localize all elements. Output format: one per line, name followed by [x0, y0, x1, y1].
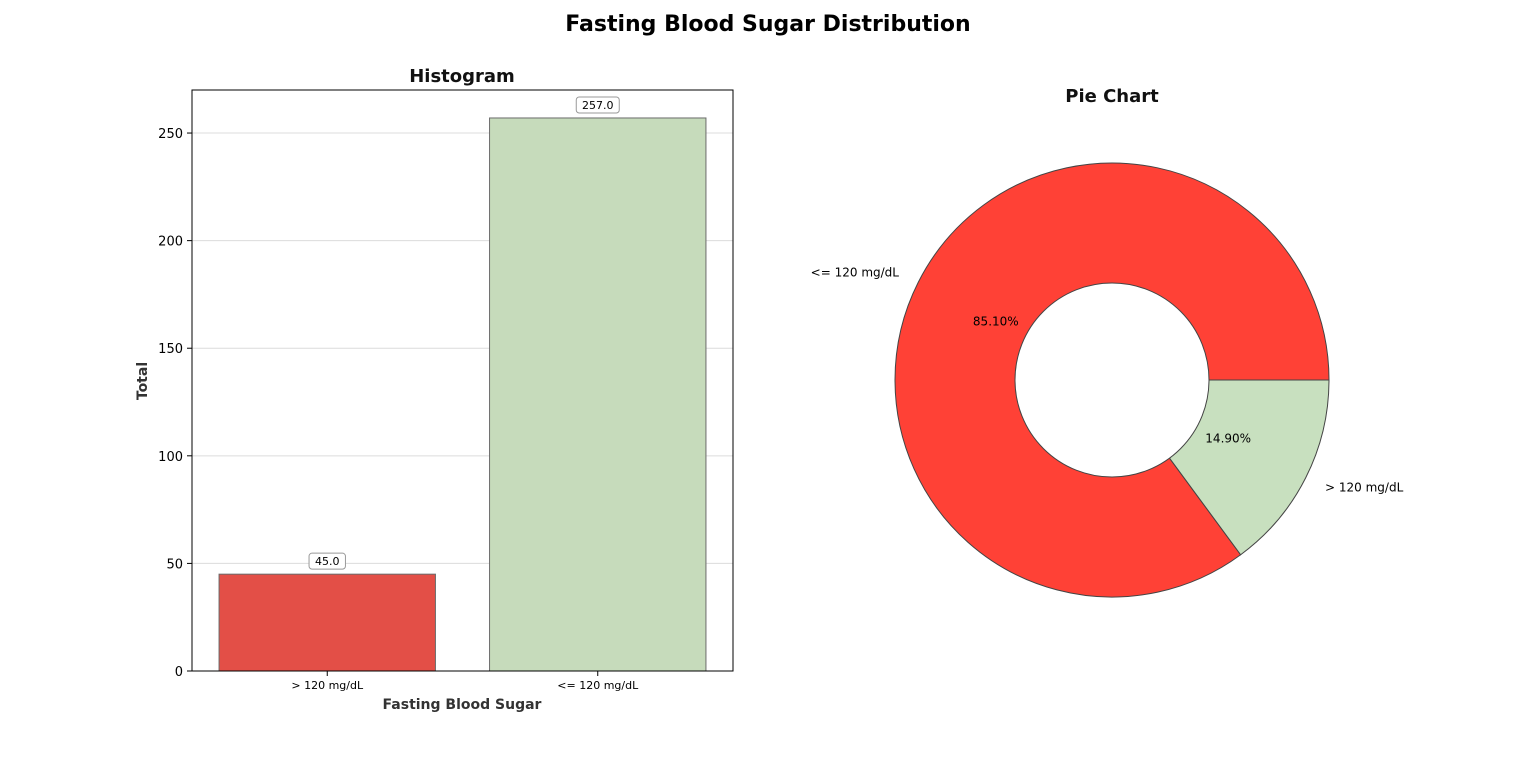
- histogram-x-axis-label: Fasting Blood Sugar: [383, 697, 542, 713]
- y-tick-label: 200: [158, 235, 183, 250]
- histogram-bar: [218, 573, 436, 672]
- histogram-value-labels: 45.0 257.0: [308, 96, 620, 570]
- pie-labels: 85.10% <= 120 mg/dL 14.90% > 120 mg/dL: [811, 265, 1404, 494]
- value-label: 45.0: [315, 555, 340, 568]
- y-tick-label: 250: [158, 127, 183, 142]
- pie-panel: Pie Chart 85.10% <= 120 mg/dL 14.90% > 120 …: [811, 86, 1404, 598]
- y-tick-label: 100: [158, 450, 183, 465]
- pie-percent-label: 14.90%: [1205, 432, 1251, 446]
- y-tick-label: 150: [158, 342, 183, 357]
- histogram-bar: [489, 117, 707, 672]
- histogram-frame: [191, 89, 734, 672]
- x-tick-label: > 120 mg/dL: [291, 679, 364, 692]
- pie-hole: [1014, 282, 1210, 478]
- pie-slice-label: <= 120 mg/dL: [811, 265, 900, 279]
- histogram-x-ticks: > 120 mg/dL <= 120 mg/dL: [291, 671, 639, 692]
- histogram-bars: [218, 117, 707, 672]
- pie-percent-label: 85.10%: [973, 314, 1019, 328]
- y-tick-label: 50: [166, 557, 183, 572]
- pie-slice-label: > 120 mg/dL: [1325, 481, 1404, 495]
- value-label: 257.0: [582, 99, 614, 112]
- figure-title: Fasting Blood Sugar Distribution: [565, 12, 970, 37]
- value-label-box: [308, 552, 346, 570]
- y-tick-label: 0: [175, 665, 183, 680]
- histogram-panel: Histogram 45.0 257.0 0 50 100 150 200 250 > 12…: [135, 66, 734, 713]
- x-tick-label: <= 120 mg/dL: [557, 679, 639, 692]
- histogram-y-axis-label: Total: [135, 362, 151, 400]
- value-label-box: [575, 96, 620, 114]
- pie-title: Pie Chart: [1065, 86, 1159, 107]
- histogram-y-ticks: 0 50 100 150 200 250: [158, 127, 192, 680]
- histogram-title: Histogram: [409, 66, 515, 87]
